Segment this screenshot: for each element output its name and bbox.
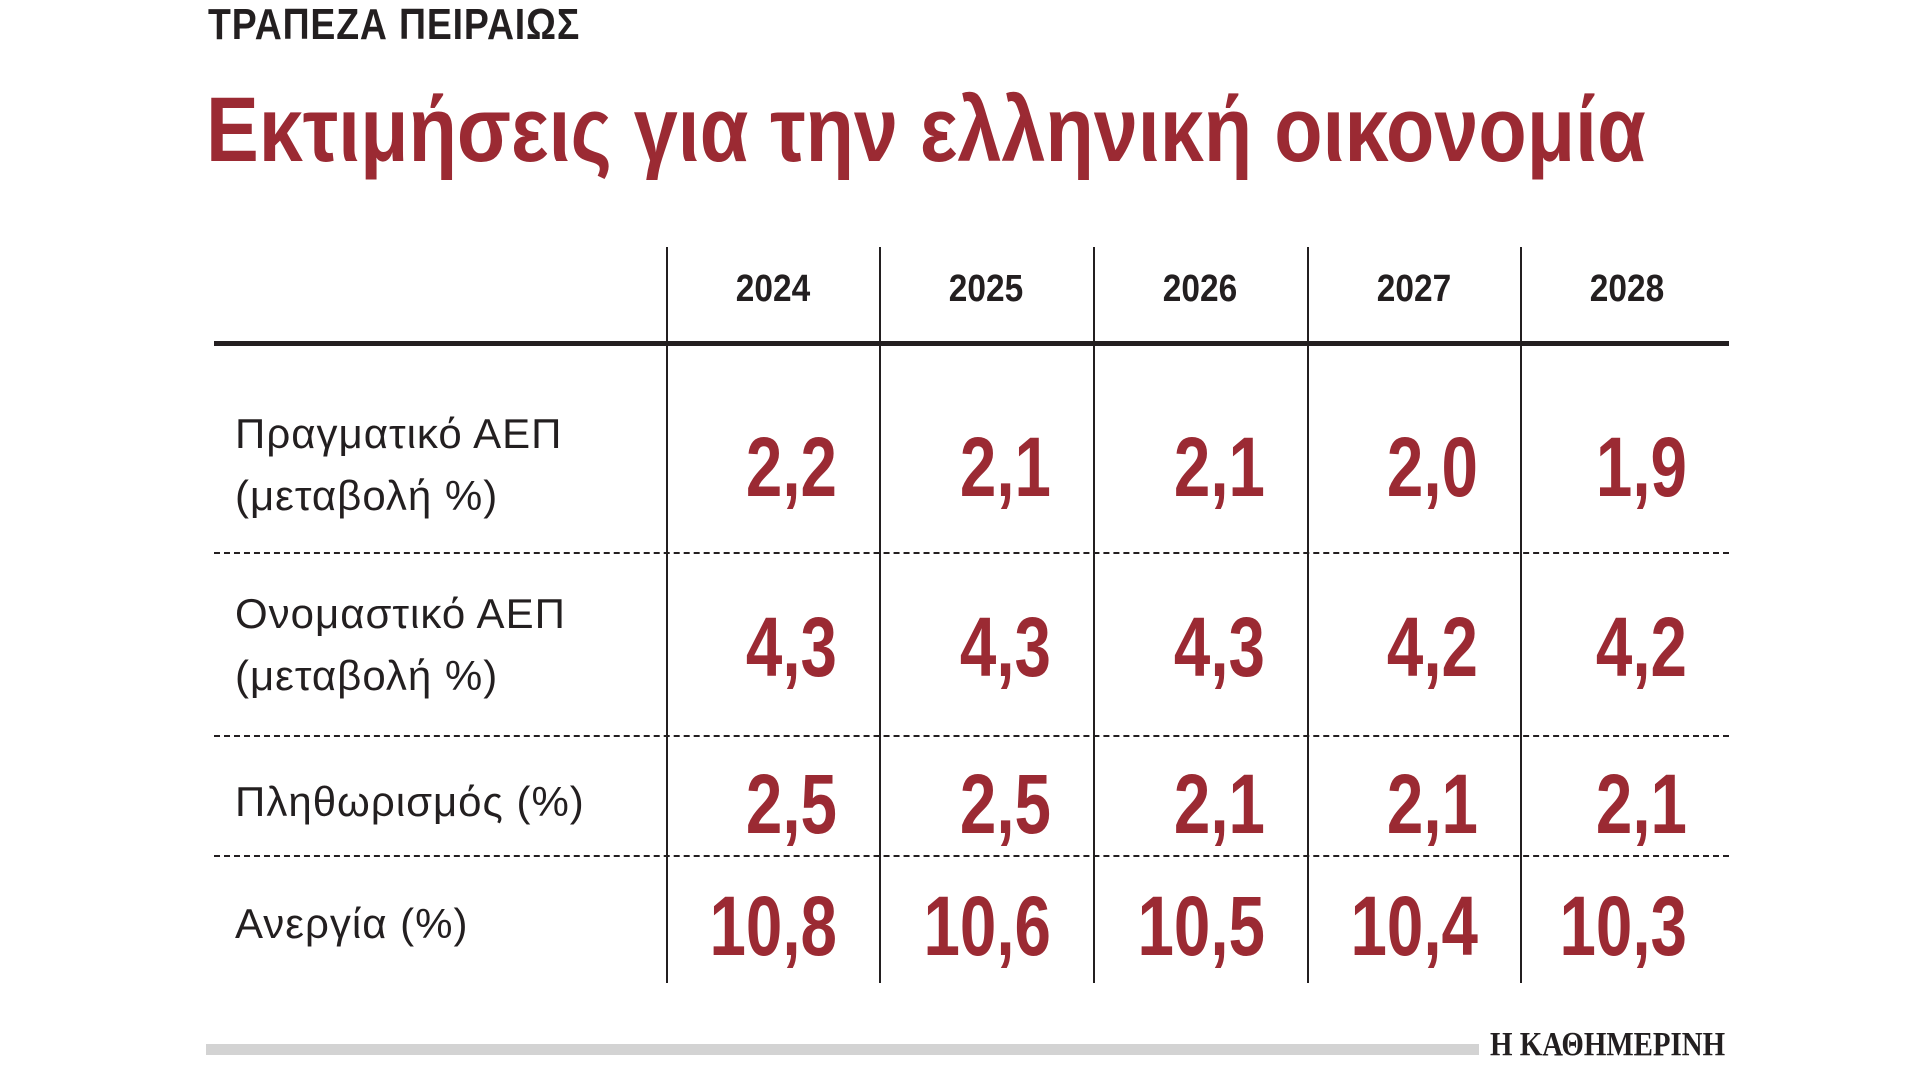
cell-value: 4,3 <box>959 600 1051 694</box>
column-header: 2027 <box>1376 268 1452 310</box>
cell-value: 2,0 <box>1386 420 1478 514</box>
cell-value: 4,2 <box>1595 600 1687 694</box>
cell-value: 10,4 <box>1350 879 1478 973</box>
cell-value: 10,5 <box>1137 879 1265 973</box>
row-label-line: Ονομαστικό ΑΕΠ <box>235 590 566 637</box>
row-label-line: (μεταβολή %) <box>235 652 499 699</box>
brand: Η ΚΑΘΗΜΕΡΙΝΗ <box>1490 1026 1726 1063</box>
row-label-line: Πληθωρισμός (%) <box>235 778 585 825</box>
header-rule <box>214 341 1729 346</box>
column-header: 2024 <box>735 268 811 310</box>
cell-value: 2,1 <box>1386 757 1478 851</box>
cell-value: 1,9 <box>1595 420 1687 514</box>
column-divider <box>666 247 668 983</box>
row-label: Πραγματικό ΑΕΠ (μεταβολή %) <box>235 403 562 527</box>
row-divider <box>214 552 1729 554</box>
row-label-line: (μεταβολή %) <box>235 472 499 519</box>
row-label-line: Ανεργία (%) <box>235 900 469 947</box>
row-divider <box>214 735 1729 737</box>
column-header: 2028 <box>1589 268 1665 310</box>
kicker: ΤΡΑΠΕΖΑ ΠΕΙΡΑΙΩΣ <box>208 0 581 49</box>
row-label: Πληθωρισμός (%) <box>235 771 585 833</box>
column-divider <box>879 247 881 983</box>
cell-value: 2,5 <box>745 757 837 851</box>
row-divider <box>214 855 1729 857</box>
cell-value: 2,1 <box>1595 757 1687 851</box>
footer-bar <box>206 1044 1479 1055</box>
column-divider <box>1307 247 1309 983</box>
cell-value: 2,5 <box>959 757 1051 851</box>
cell-value: 2,1 <box>1173 757 1265 851</box>
title: Εκτιμήσεις για την ελληνική οικονομία <box>206 79 1646 181</box>
cell-value: 4,3 <box>1173 600 1265 694</box>
cell-value: 2,2 <box>745 420 837 514</box>
cell-value: 10,3 <box>1559 879 1687 973</box>
cell-value: 10,6 <box>923 879 1051 973</box>
cell-value: 10,8 <box>709 879 837 973</box>
column-header: 2026 <box>1162 268 1238 310</box>
row-label-line: Πραγματικό ΑΕΠ <box>235 410 563 457</box>
cell-value: 4,2 <box>1386 600 1478 694</box>
column-divider <box>1520 247 1522 983</box>
cell-value: 2,1 <box>959 420 1051 514</box>
cell-value: 2,1 <box>1173 420 1265 514</box>
row-label: Ανεργία (%) <box>235 893 468 955</box>
column-header: 2025 <box>948 268 1024 310</box>
row-label: Ονομαστικό ΑΕΠ (μεταβολή %) <box>235 583 566 707</box>
column-divider <box>1093 247 1095 983</box>
cell-value: 4,3 <box>745 600 837 694</box>
